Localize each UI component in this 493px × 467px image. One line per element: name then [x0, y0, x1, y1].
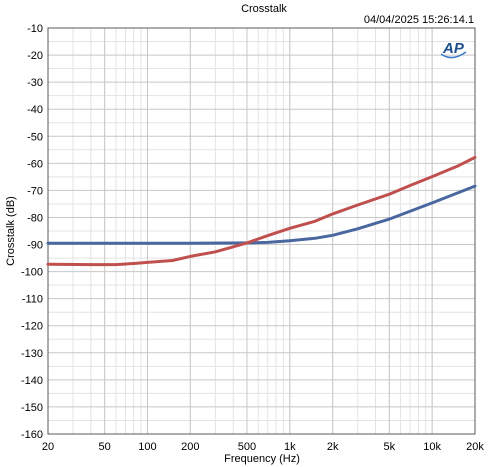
x-tick-label: 10k — [423, 441, 441, 453]
y-axis-label: Crosstalk (dB) — [5, 196, 17, 266]
x-tick-label: 200 — [181, 441, 199, 453]
x-tick-label: 100 — [138, 441, 156, 453]
x-tick-label: 5k — [383, 441, 395, 453]
y-tick-label: -120 — [21, 321, 43, 333]
y-tick-label: -30 — [27, 77, 43, 89]
y-tick-labels: -10 -20 -30 -40 -50 -60 -70 -80 -90 -100 -110 -120 -… — [21, 23, 43, 441]
y-tick-label: -110 — [22, 294, 43, 306]
y-tick-label: -20 — [27, 50, 43, 62]
y-tick-label: -100 — [21, 267, 43, 279]
series-line-2 — [46, 155, 477, 267]
ap-logo-swoosh — [440, 51, 467, 59]
ap-logo-text: AP — [442, 40, 465, 57]
minor-grid — [48, 28, 475, 434]
x-tick-label: 1k — [284, 441, 296, 453]
y-tick-label: -160 — [21, 429, 43, 441]
y-tick-label: -60 — [27, 158, 43, 170]
x-tick-label: 20 — [42, 441, 54, 453]
ap-logo: AP — [440, 40, 467, 59]
series-line-1 — [46, 184, 477, 245]
y-tick-label: -50 — [27, 131, 43, 143]
y-tick-label: -10 — [27, 23, 43, 35]
series-layer — [46, 155, 477, 267]
y-tick-label: -150 — [21, 402, 43, 414]
y-tick-label: -90 — [27, 240, 43, 252]
y-tick-label: -70 — [27, 185, 43, 197]
x-tick-label: 500 — [238, 441, 256, 453]
x-axis-label: Frequency (Hz) — [224, 453, 300, 465]
timestamp: 04/04/2025 15:26:14.1 — [364, 14, 474, 26]
y-tick-label: -80 — [27, 212, 43, 224]
y-tick-label: -40 — [27, 104, 43, 116]
chart-title: Crosstalk — [241, 3, 287, 15]
y-tick-label: -130 — [21, 348, 43, 360]
x-tick-label: 20k — [466, 441, 484, 453]
x-tick-label: 50 — [99, 441, 111, 453]
x-tick-labels: 20 50 100 200 500 1k 2k 5k 10k 20k — [42, 441, 484, 453]
y-tick-label: -140 — [21, 375, 43, 387]
plot-area — [47, 27, 476, 435]
x-tick-label: 2k — [327, 441, 339, 453]
